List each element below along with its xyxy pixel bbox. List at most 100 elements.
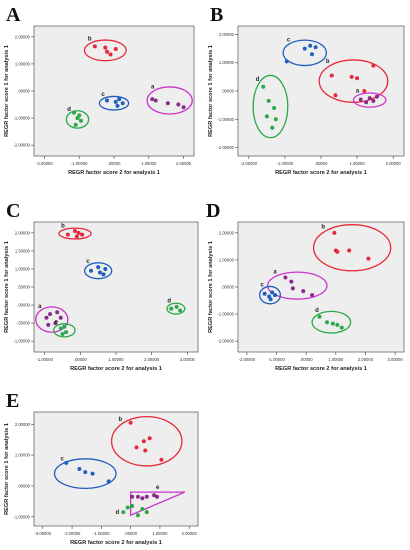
chart-b-cluster-ellipse-c: [282, 39, 328, 67]
chart-e-group-label-c: c: [61, 457, 65, 463]
chart-a-group-label-b: b: [88, 37, 92, 43]
chart-c-point-a: [55, 310, 60, 315]
chart-b-x-tick-label: -2.00000: [241, 161, 258, 166]
chart-e-point-b: [141, 439, 146, 444]
chart-c-group-label-a: a: [38, 304, 42, 310]
chart-b-point-d: [270, 125, 275, 130]
chart-e-group-b: b: [110, 415, 183, 467]
chart-d-y-axis-label: REGR factor score 1 for analysis 1: [208, 241, 214, 333]
chart-a-point-c: [105, 98, 110, 103]
chart-b-group-d: d: [252, 74, 289, 139]
chart-a-y-tick-label: 1.00000: [15, 61, 31, 66]
chart-b-y-tick-label: 1.00000: [219, 60, 235, 65]
chart-c-group-a: a: [35, 304, 69, 333]
chart-c-point-a: [48, 312, 53, 317]
chart-d-point-c: [273, 293, 278, 298]
chart-d-point-a: [301, 289, 306, 294]
chart-d-cluster-ellipse-d: [311, 310, 352, 334]
chart-d-point-b: [332, 230, 337, 235]
chart-a-x-tick-label: .00000: [108, 161, 121, 166]
chart-c-point-d: [178, 308, 183, 313]
chart-b-cluster-ellipse-d: [252, 74, 289, 139]
chart-b-point-c: [302, 46, 307, 51]
chart-a-group-a: a: [146, 84, 193, 115]
chart-d-point-d: [324, 320, 329, 325]
chart-b-point-d: [273, 117, 278, 122]
chart-b-point-c: [309, 52, 314, 57]
chart-c-point-a: [46, 322, 51, 327]
chart-e-group-d: d: [115, 503, 149, 518]
chart-a-group-b: b: [83, 37, 127, 62]
scatter-plot-e: -3.00000 -2.00000 -1.00000 .00000 1.00000 2.0…: [4, 411, 199, 546]
chart-c-point-e: [60, 331, 65, 336]
chart-a-y-axis-label: REGR factor score 1 for analysis 1: [4, 45, 10, 137]
chart-c-plot-area: [33, 221, 199, 353]
chart-c-point-c: [89, 268, 94, 273]
chart-c-cluster-ellipse-c: [83, 262, 113, 280]
chart-b-cluster-ellipse-b: [318, 59, 389, 103]
chart-e-point-d: [144, 510, 149, 515]
chart-e-point-d: [135, 513, 140, 518]
chart-b-x-tick-label: -1.00000: [277, 161, 294, 166]
chart-d-point-b: [335, 249, 340, 254]
chart-e-point-b: [147, 436, 152, 441]
chart-b-point-b: [371, 63, 376, 68]
chart-a-cluster-ellipse-b: [83, 39, 127, 62]
chart-c-y-tick-label: 2.00000: [15, 230, 31, 235]
chart-b-point-d: [264, 114, 269, 119]
chart-b-point-b: [355, 76, 360, 81]
chart-c-cluster-ellipse-b: [58, 227, 92, 240]
chart-a-y-tick-label: .00000: [17, 89, 30, 94]
chart-c-cluster-ellipse-a: [35, 306, 69, 333]
chart-c-group-label-e: e: [55, 319, 59, 325]
chart-a-cluster-ellipse-a: [146, 86, 193, 115]
chart-b-x-tick-label: 1.00000: [350, 161, 366, 166]
chart-e-group-label-e: e: [156, 485, 160, 491]
chart-c-x-axis-label: REGR factor score 2 for analysis 1: [70, 366, 162, 372]
chart-a-point-a: [176, 102, 181, 107]
chart-c-group-label-b: b: [61, 223, 65, 229]
chart-d-point-c: [268, 297, 273, 302]
chart-d-point-d: [330, 321, 335, 326]
chart-e-plot-area: [33, 411, 199, 527]
chart-a-cluster-ellipse-d: [65, 110, 90, 129]
chart-e-point-c: [90, 471, 95, 476]
panel-label-b: B: [210, 4, 224, 26]
chart-d-point-d: [339, 325, 344, 330]
chart-d-x-tick-label: 2.00000: [358, 357, 374, 362]
chart-e-point-e: [144, 494, 149, 499]
chart-e-y-tick-label: .00000: [17, 483, 30, 488]
chart-a-group-d: d: [65, 107, 90, 129]
chart-c-x-tick-label: -1.00000: [36, 357, 53, 362]
chart-b-x-axis-label: REGR factor score 2 for analysis 1: [275, 170, 367, 176]
chart-e-point-e: [135, 494, 140, 499]
chart-c-x-tick-label: 2.00000: [144, 357, 160, 362]
chart-a-point-d: [78, 118, 83, 123]
chart-d-cluster-ellipse-a: [266, 271, 328, 300]
chart-d-group-c: c: [258, 283, 282, 305]
chart-e-group-c: c: [53, 457, 117, 490]
chart-d-group-a: a: [266, 269, 328, 300]
chart-a-x-axis-label: REGR factor score 2 for analysis 1: [68, 170, 160, 176]
chart-c-point-a: [53, 321, 58, 326]
chart-a-point-c: [120, 101, 125, 106]
chart-a-point-a: [181, 105, 186, 110]
chart-b-point-d: [261, 84, 266, 89]
scatter-plot-b: -2.00000 -1.00000 .00000 1.00000 2.00000 -2.0…: [208, 25, 405, 176]
chart-b-group-c: c: [282, 37, 328, 67]
chart-a-point-b: [108, 52, 113, 57]
chart-c-point-c: [96, 265, 101, 270]
chart-c-point-a: [58, 315, 63, 320]
chart-c-point-b: [80, 232, 85, 237]
chart-b-point-a: [371, 98, 376, 103]
chart-c-point-d: [169, 306, 174, 311]
chart-e-point-d: [130, 503, 135, 508]
chart-d-point-c: [270, 290, 275, 295]
chart-d-y-tick-label: 1.00000: [219, 257, 235, 262]
chart-c-point-c: [97, 270, 102, 275]
chart-e-y-axis-label: REGR factor score 1 for analysis 1: [4, 423, 10, 515]
chart-b-y-tick-label: .00000: [221, 89, 234, 94]
chart-a-group-label-a: a: [151, 84, 155, 90]
chart-c-cluster-ellipse-d: [166, 302, 186, 315]
chart-b-group-b: b: [318, 59, 389, 103]
